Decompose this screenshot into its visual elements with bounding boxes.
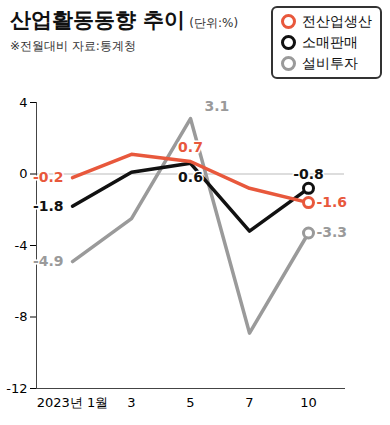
svg-text:0: 0 bbox=[19, 166, 27, 181]
html-text:설비투자: 설비투자 bbox=[302, 55, 358, 71]
html-text:소매판매: 소매판매 bbox=[302, 34, 358, 50]
svg-text:4: 4 bbox=[19, 95, 27, 110]
svg-text:3.1: 3.1 bbox=[205, 98, 230, 114]
svg-text:0.7: 0.7 bbox=[178, 139, 203, 155]
html-text:산업활동동향 추이(단위:%): 산업활동동향 추이(단위:%) bbox=[10, 8, 239, 32]
svg-text:-1.8: -1.8 bbox=[33, 198, 64, 214]
svg-text:0.6: 0.6 bbox=[178, 169, 203, 185]
svg-text:10: 10 bbox=[300, 395, 317, 410]
html-text:※전월대비 자료:통계청: ※전월대비 자료:통계청 bbox=[10, 39, 136, 53]
svg-text:7: 7 bbox=[245, 395, 253, 410]
svg-text:-1.6: -1.6 bbox=[317, 194, 348, 210]
svg-text:-4.9: -4.9 bbox=[33, 253, 64, 269]
svg-text:-4: -4 bbox=[15, 238, 28, 253]
svg-text:3: 3 bbox=[127, 395, 135, 410]
svg-text:-12: -12 bbox=[6, 381, 27, 396]
html-text:전산업생산: 전산업생산 bbox=[302, 13, 372, 29]
svg-text:-0.8: -0.8 bbox=[293, 166, 324, 182]
svg-text:-8: -8 bbox=[15, 309, 28, 324]
svg-text:-0.2: -0.2 bbox=[33, 169, 64, 185]
svg-text:2023년 1월: 2023년 1월 bbox=[37, 395, 109, 410]
svg-text:5: 5 bbox=[186, 395, 194, 410]
svg-text:-3.3: -3.3 bbox=[317, 224, 348, 240]
